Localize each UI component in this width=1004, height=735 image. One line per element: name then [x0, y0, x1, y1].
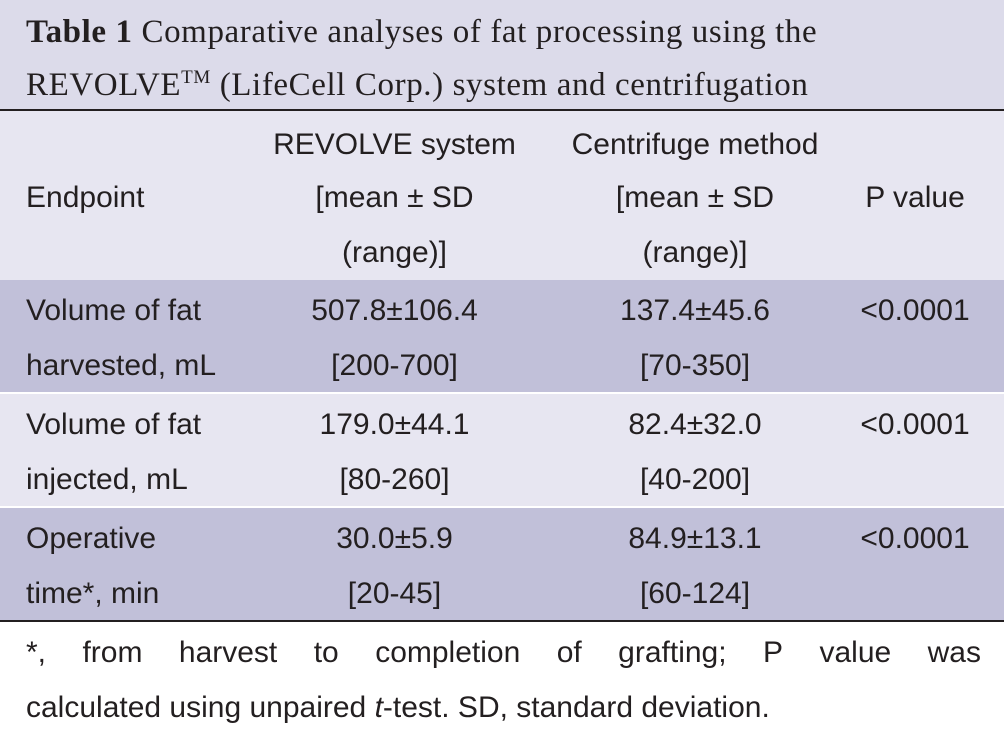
row3-centrifuge-range: [60-124]: [639, 577, 751, 610]
row3-revolve-mean: 30.0±5.9: [336, 522, 453, 555]
table-row: [0, 508, 1004, 620]
footnote-word: grafting;: [618, 636, 727, 669]
header-centrifuge-l2: [mean ± SD: [615, 181, 775, 214]
row1-centrifuge-mean: 137.4±45.6: [620, 294, 770, 327]
footnote-word: of: [556, 636, 582, 669]
caption-text: Comparative analyses of fat processing u…: [26, 14, 818, 103]
header-revolve-l2: [mean ± SD: [315, 181, 474, 214]
row3-centrifuge-mean: 84.9±13.1: [628, 522, 762, 555]
table-label: Table 1: [26, 14, 133, 50]
bottom-rule: [0, 620, 1004, 622]
row2-p-value: <0.0001: [860, 408, 970, 441]
row2-revolve-range: [80-260]: [339, 463, 450, 496]
header-revolve-l3: (range)]: [341, 236, 448, 269]
footnote-word: completion: [375, 636, 521, 669]
row2-centrifuge-mean: 82.4±32.0: [628, 408, 762, 441]
row2-centrifuge-range: [40-200]: [639, 463, 751, 496]
trademark-sup: TM: [181, 67, 211, 88]
footnote-word: value: [819, 636, 892, 669]
top-rule: [0, 109, 1004, 111]
row3-p-value: <0.0001: [860, 522, 970, 555]
footnote-word: to: [313, 636, 339, 669]
row2-endpoint-l2: injected, mL: [26, 463, 188, 496]
footnote-word: was: [927, 636, 981, 669]
row2-revolve-mean: 179.0±44.1: [319, 408, 470, 441]
footnote-word: from: [82, 636, 143, 669]
header-centrifuge-l1: Centrifuge method: [571, 128, 819, 161]
header-centrifuge-l3: (range)]: [642, 236, 748, 269]
table-row: [0, 280, 1004, 392]
row1-p-value: <0.0001: [860, 294, 970, 327]
row1-endpoint-l2: harvested, mL: [26, 349, 217, 382]
footnote-word: harvest: [178, 636, 278, 669]
table-row: [0, 394, 1004, 506]
footnote-word: *,: [26, 636, 47, 669]
row1-revolve-mean: 507.8±106.4: [311, 294, 478, 327]
header-revolve-l1: REVOLVE system: [273, 128, 516, 161]
footnote-line-2: calculated using unpaired t-test. SD, st…: [26, 691, 770, 724]
row3-revolve-range: [20-45]: [347, 577, 442, 610]
header-row: [0, 111, 1004, 280]
header-p-value: P value: [865, 181, 965, 214]
row1-revolve-range: [200-700]: [331, 349, 458, 382]
row2-endpoint-l1: Volume of fat: [26, 408, 202, 441]
row-divider: [0, 506, 1004, 508]
row1-endpoint-l1: Volume of fat: [26, 294, 202, 327]
t-italic: t: [374, 691, 383, 724]
row-divider: [0, 392, 1004, 394]
header-endpoint: Endpoint: [26, 181, 145, 214]
table-caption: Table 1 Comparative analyses of fat proc…: [0, 0, 1004, 109]
row3-endpoint-l1: Operative: [26, 522, 157, 555]
table-footnote: *, from harvest to completion of graftin…: [26, 625, 981, 735]
footnote-line-1: *, from harvest to completion of graftin…: [26, 625, 981, 680]
row3-endpoint-l2: time*, min: [26, 577, 160, 610]
footnote-word: P: [763, 636, 784, 669]
row1-centrifuge-range: [70-350]: [639, 349, 751, 382]
